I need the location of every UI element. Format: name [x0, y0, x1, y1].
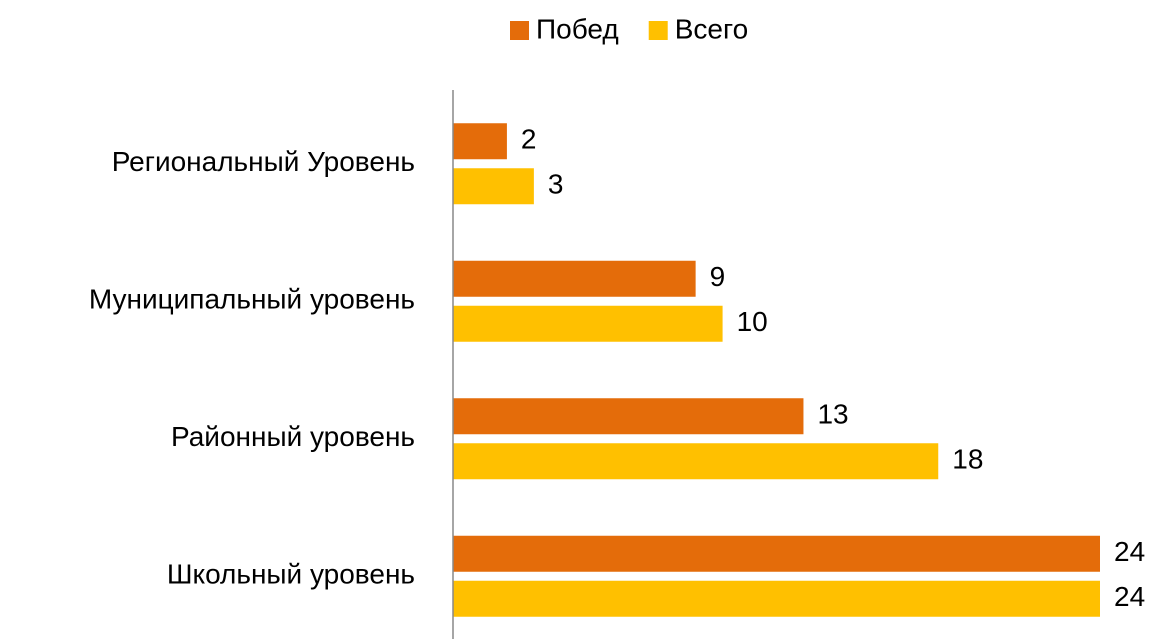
y-tick-label: Школьный уровень	[167, 559, 415, 590]
data-label: 18	[952, 444, 983, 475]
bar	[453, 123, 507, 160]
legend-swatch	[648, 21, 668, 40]
bar	[453, 305, 723, 342]
y-tick-label: Региональный Уровень	[112, 146, 415, 177]
data-label: 2	[521, 124, 537, 155]
data-label: 3	[548, 169, 564, 200]
bar	[453, 260, 696, 297]
legend-label: Побед	[536, 13, 619, 44]
bar	[453, 398, 804, 435]
data-label: 24	[1114, 536, 1145, 567]
data-label: 13	[817, 399, 848, 430]
data-label: 24	[1114, 581, 1145, 612]
legend-label: Всего	[675, 13, 748, 44]
bar	[453, 580, 1100, 617]
bar	[453, 168, 534, 205]
y-tick-label: Районный уровень	[171, 421, 415, 452]
y-tick-label: Муниципальный уровень	[89, 284, 415, 315]
data-label: 9	[710, 261, 726, 292]
data-label: 10	[737, 306, 768, 337]
legend-swatch	[510, 21, 529, 40]
bar	[453, 535, 1100, 572]
bar	[453, 443, 939, 480]
